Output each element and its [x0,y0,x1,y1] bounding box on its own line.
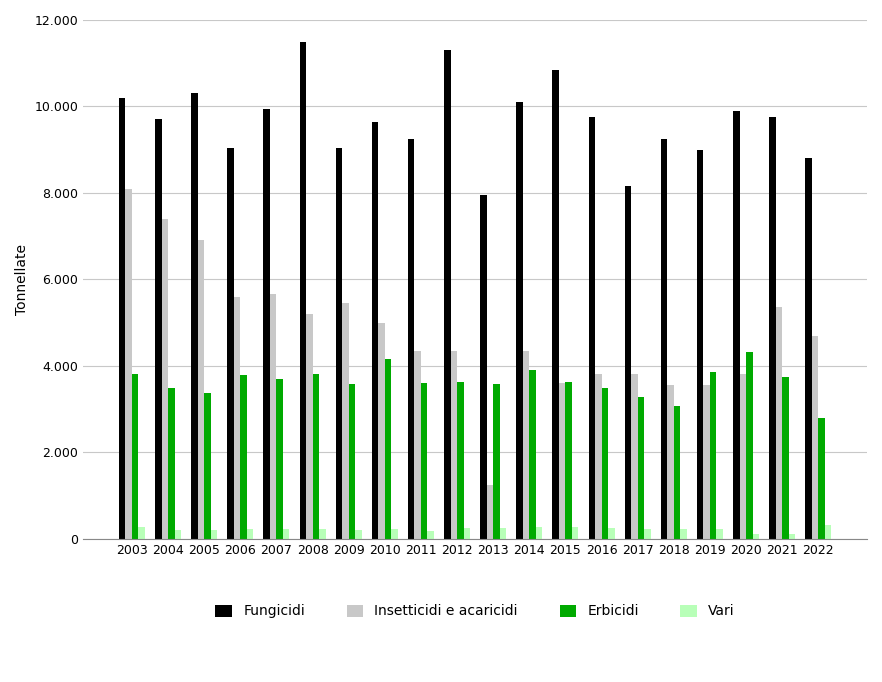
Bar [336,147,342,539]
Bar [716,529,723,539]
Bar [355,530,362,539]
Bar [125,189,132,539]
Bar [680,529,687,539]
Bar [300,42,306,539]
Bar [552,70,559,539]
Bar [500,528,506,539]
Bar [572,527,579,539]
Bar [733,110,740,539]
Bar [372,121,378,539]
Bar [240,375,247,539]
Bar [487,485,493,539]
Bar [132,374,138,539]
Bar [276,379,283,539]
Bar [283,529,289,539]
Y-axis label: Tonnellate: Tonnellate [15,244,29,315]
Bar [198,241,204,539]
Bar [319,529,325,539]
Bar [451,351,457,539]
Bar [638,396,644,539]
Bar [776,308,782,539]
Bar [211,530,217,539]
Bar [342,303,348,539]
Bar [168,388,175,539]
Bar [516,102,523,539]
Bar [480,195,487,539]
Bar [385,359,392,539]
Bar [415,351,421,539]
Bar [204,393,211,539]
Bar [138,527,145,539]
Bar [588,117,595,539]
Bar [493,384,500,539]
Bar [270,295,276,539]
Bar [523,351,529,539]
Bar [595,374,602,539]
Bar [536,527,542,539]
Bar [119,98,125,539]
Bar [565,382,572,539]
Bar [769,117,776,539]
Bar [644,529,651,539]
Bar [175,530,181,539]
Bar [697,149,704,539]
Bar [632,374,638,539]
Bar [191,93,198,539]
Bar [306,314,312,539]
Bar [348,384,355,539]
Bar [428,531,434,539]
Legend: Fungicidi, Insetticidi e acaricidi, Erbicidi, Vari: Fungicidi, Insetticidi e acaricidi, Erbi… [208,597,742,625]
Bar [752,533,759,539]
Bar [228,147,234,539]
Bar [408,139,415,539]
Bar [444,50,451,539]
Bar [264,108,270,539]
Bar [602,388,608,539]
Bar [668,385,674,539]
Bar [789,533,796,539]
Bar [661,139,668,539]
Bar [805,158,811,539]
Bar [161,219,168,539]
Bar [746,352,752,539]
Bar [457,382,464,539]
Bar [674,406,680,539]
Bar [559,383,565,539]
Bar [782,377,789,539]
Bar [529,370,536,539]
Bar [608,528,615,539]
Bar [234,297,240,539]
Bar [811,336,818,539]
Bar [464,528,470,539]
Bar [740,374,746,539]
Bar [704,385,710,539]
Bar [818,417,825,539]
Bar [624,186,632,539]
Bar [155,119,161,539]
Bar [247,529,253,539]
Bar [710,372,716,539]
Bar [312,374,319,539]
Bar [421,383,428,539]
Bar [378,323,385,539]
Bar [825,525,832,539]
Bar [392,529,398,539]
